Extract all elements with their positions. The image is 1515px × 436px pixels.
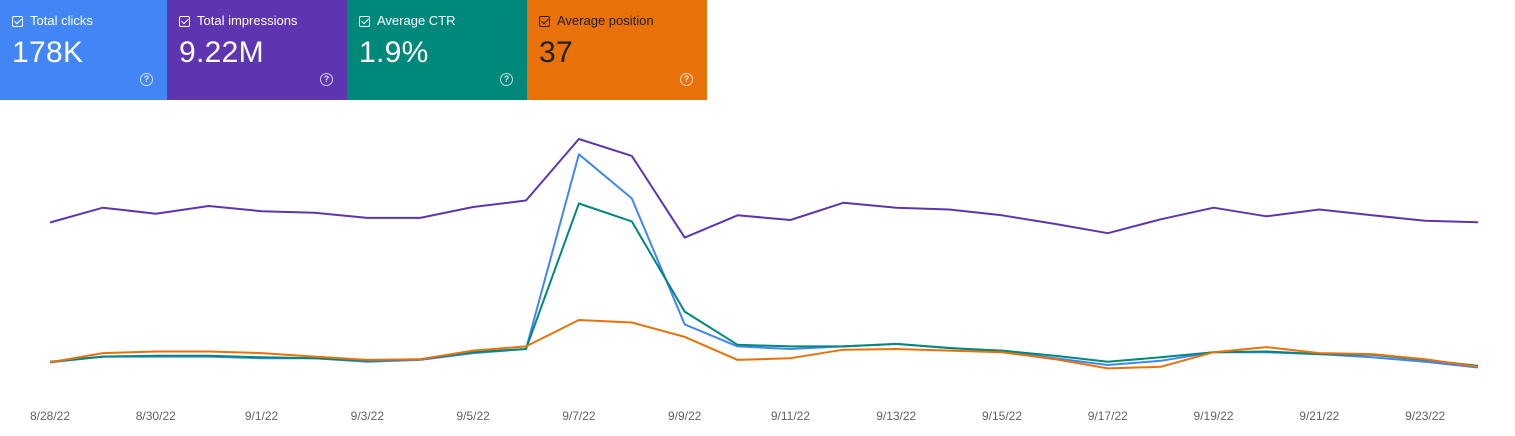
x-tick-label: 9/15/22: [982, 409, 1022, 423]
series-line-average-position: [49, 319, 1479, 370]
metric-card-total-impressions[interactable]: Total impressions 9.22M ?: [167, 0, 347, 100]
metric-card-header: Total impressions: [179, 13, 347, 29]
series-line-total-impressions: [49, 138, 1479, 239]
checkbox-checked-icon[interactable]: [12, 15, 23, 27]
metric-label: Average CTR: [377, 13, 456, 28]
metric-value: 178K: [12, 36, 84, 69]
x-tick-label: 9/19/22: [1194, 409, 1234, 423]
metric-value: 1.9%: [359, 36, 429, 69]
x-tick-label: 9/5/22: [456, 409, 490, 423]
metric-label: Total impressions: [197, 13, 298, 28]
checkbox-checked-icon[interactable]: [179, 15, 190, 27]
metric-card-average-ctr[interactable]: Average CTR 1.9% ?: [347, 0, 527, 100]
x-tick-label: 9/3/22: [351, 409, 385, 423]
x-tick-label: 9/13/22: [876, 409, 916, 423]
checkbox-checked-icon[interactable]: [539, 15, 550, 27]
x-tick-label: 9/7/22: [562, 409, 596, 423]
help-circle-icon[interactable]: ?: [500, 73, 513, 86]
checkbox-checked-icon[interactable]: [359, 15, 370, 27]
metric-card-header: Average position: [539, 13, 707, 29]
metric-card-average-position[interactable]: Average position 37 ?: [527, 0, 707, 100]
metric-label: Total clicks: [30, 13, 93, 28]
x-tick-label: 9/1/22: [245, 409, 279, 423]
help-circle-icon[interactable]: ?: [320, 73, 333, 86]
x-tick-label: 9/21/22: [1299, 409, 1339, 423]
help-circle-icon[interactable]: ?: [680, 73, 693, 86]
metric-value: 9.22M: [179, 36, 264, 69]
metric-value: 37: [539, 36, 573, 69]
metric-card-header: Total clicks: [12, 13, 167, 29]
x-tick-label: 9/9/22: [668, 409, 702, 423]
x-tick-label: 9/11/22: [771, 409, 810, 423]
performance-line-chart: 8/28/22 8/30/22 9/1/22 9/3/22 9/5/22 9/7/22 9/…: [30, 138, 1479, 423]
x-tick-label: 9/23/22: [1405, 409, 1445, 423]
metric-card-total-clicks[interactable]: Total clicks 178K ?: [0, 0, 167, 100]
x-tick-label: 8/30/22: [136, 409, 176, 423]
metric-card-header: Average CTR: [359, 13, 527, 29]
metric-label: Average position: [557, 13, 654, 28]
metric-cards: Total clicks 178K ? Total impressions 9.…: [0, 0, 707, 100]
x-tick-label: 9/17/22: [1088, 409, 1128, 423]
series-line-total-clicks: [49, 153, 1479, 369]
series-line-average-ctr: [49, 202, 1479, 367]
x-tick-label: 8/28/22: [30, 409, 70, 423]
help-circle-icon[interactable]: ?: [140, 73, 153, 86]
